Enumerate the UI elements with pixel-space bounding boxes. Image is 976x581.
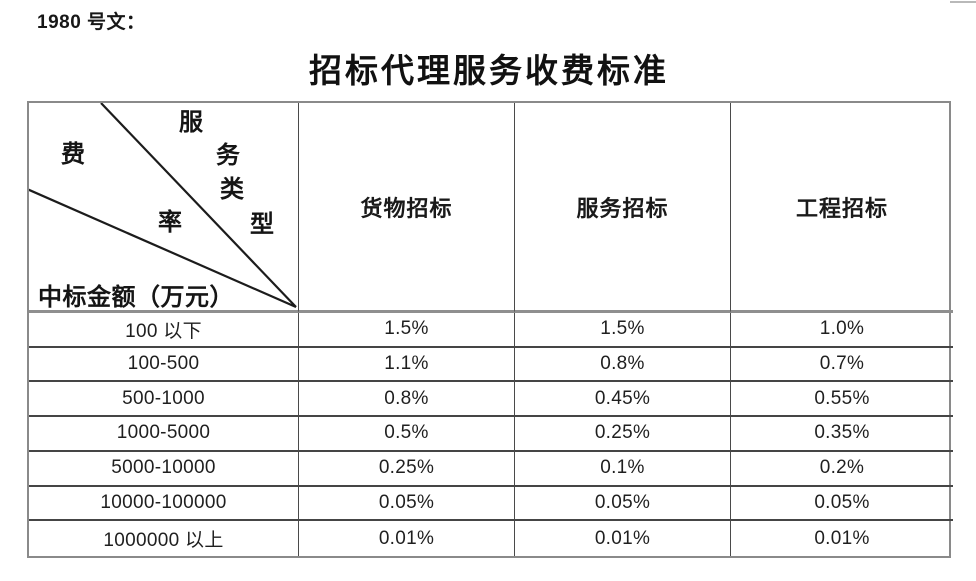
- table-cell: 1.0%: [731, 313, 953, 348]
- table-cell: 0.55%: [731, 382, 953, 418]
- column-header-services: 服务招标: [515, 103, 731, 313]
- table-row-label: 1000-5000: [29, 417, 299, 452]
- doc-number-label: 1980 号文：: [37, 12, 146, 33]
- table-row-label: 500-1000: [29, 382, 299, 418]
- amount-range-label: 1000-5000: [116, 422, 211, 444]
- rate-value: 0.8%: [384, 387, 429, 409]
- table-cell: 0.8%: [299, 382, 515, 418]
- amount-range-label: 5000-10000: [111, 457, 216, 479]
- rate-value: 0.7%: [819, 353, 865, 375]
- table-cell: 0.2%: [731, 452, 953, 487]
- table-row-label: 5000-10000: [29, 451, 299, 487]
- table-cell: 0.1%: [515, 451, 731, 487]
- rate-value: 0.2%: [819, 457, 865, 479]
- table-cell: 0.45%: [515, 382, 731, 418]
- page-edge-line: [950, 1, 976, 3]
- table-cell: 0.25%: [299, 451, 515, 487]
- table-row-label: 100 以下: [29, 313, 299, 348]
- page-title: 招标代理服务收费标准: [309, 54, 669, 90]
- rate-value: 1.5%: [384, 318, 429, 340]
- table-cell: 0.01%: [731, 521, 953, 556]
- rate-value: 0.55%: [814, 387, 870, 409]
- rate-value: 1.1%: [384, 353, 429, 375]
- rate-value: 0.45%: [594, 387, 651, 409]
- amount-range-label: 1000000 以上: [103, 530, 224, 552]
- corner-fee-rate-char: 费: [61, 142, 85, 168]
- amount-range-label: 100 以下: [125, 320, 202, 342]
- table-cell: 0.25%: [515, 417, 731, 452]
- corner-service-type-char: 服: [179, 110, 203, 136]
- amount-range-label: 10000-100000: [100, 491, 227, 513]
- amount-range-label: 100-500: [127, 353, 200, 375]
- diagonal-line-lower: [29, 188, 297, 309]
- rate-value: 0.01%: [814, 527, 870, 549]
- rate-value: 1.0%: [819, 318, 865, 340]
- table-row-label: 10000-100000: [29, 486, 299, 522]
- rate-value: 0.25%: [378, 457, 435, 479]
- corner-service-type-char: 型: [250, 212, 274, 238]
- table-cell: 0.05%: [515, 486, 731, 522]
- corner-amount-axis-label: 中标金额（万元）: [38, 285, 234, 311]
- table-cell: 0.05%: [299, 486, 515, 522]
- corner-service-type-char: 务: [216, 143, 240, 169]
- rate-value: 0.5%: [384, 422, 429, 444]
- rate-value: 0.05%: [378, 491, 435, 513]
- diagonal-line-upper: [100, 103, 297, 308]
- table-cell: 0.5%: [299, 417, 515, 452]
- column-header-label: 货物招标: [360, 195, 453, 221]
- table-cell: 0.01%: [299, 521, 515, 556]
- amount-range-label: 500-1000: [122, 387, 205, 409]
- rate-value: 0.05%: [594, 491, 651, 513]
- rate-value: 0.01%: [594, 527, 651, 549]
- rate-value: 0.8%: [600, 353, 645, 375]
- column-header-engineering: 工程招标: [731, 103, 953, 313]
- table-cell: 1.1%: [299, 347, 515, 383]
- table-row-label: 1000000 以上: [29, 521, 299, 556]
- corner-service-type-char: 类: [220, 177, 244, 203]
- rate-value: 1.5%: [600, 318, 645, 340]
- table-cell: 0.35%: [731, 417, 953, 452]
- column-header-label: 工程招标: [795, 195, 888, 221]
- rate-value: 0.25%: [594, 422, 651, 444]
- corner-fee-rate-char: 率: [158, 210, 182, 236]
- table-cell: 0.7%: [731, 348, 953, 383]
- rate-value: 0.1%: [600, 457, 645, 479]
- diagonal-lines: [29, 103, 297, 309]
- table-cell: 0.8%: [515, 347, 731, 383]
- fee-standard-table: 服 务 类 型 费 率 中标金额（万元） 货物招标 服务招标 工程招标 100 …: [27, 101, 953, 558]
- table-cell: 0.05%: [731, 487, 953, 522]
- rate-value: 0.35%: [814, 422, 870, 444]
- table-cell: 1.5%: [515, 313, 731, 348]
- rate-value: 0.01%: [378, 527, 435, 549]
- table-cell: 1.5%: [299, 313, 515, 348]
- diagonal-corner-cell: 服 务 类 型 费 率 中标金额（万元）: [29, 103, 299, 313]
- table-cell: 0.01%: [515, 521, 731, 556]
- column-header-goods: 货物招标: [299, 103, 515, 313]
- column-header-label: 服务招标: [576, 195, 669, 221]
- rate-value: 0.05%: [814, 491, 870, 513]
- table-row-label: 100-500: [29, 347, 299, 383]
